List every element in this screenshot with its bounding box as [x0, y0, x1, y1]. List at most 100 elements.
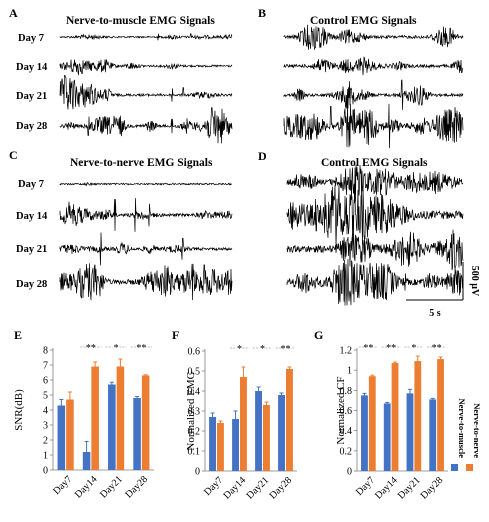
chart-g-significance-marker: **	[432, 343, 442, 354]
chart-f-y-tick-label: 0.3	[188, 407, 201, 418]
panel-a-title: Nerve-to-muscle EMG Signals	[66, 15, 215, 27]
chart-f-category-label: Day21	[245, 475, 272, 502]
chart-f-y-tick-label: 0.2	[188, 427, 201, 438]
chart-e-category-label: Day14	[73, 474, 100, 501]
chart-e-bar-nerve-to-nerve-day21	[116, 366, 125, 470]
chart-g-category-label: Day28	[419, 475, 446, 502]
panel-label-b: B	[258, 6, 266, 20]
panel-c-day-14: Day 14	[16, 211, 48, 222]
chart-e-y-tick-label: 8	[43, 346, 48, 357]
panel-d-title: Control EMG Signals	[321, 157, 428, 169]
chart-f-bar-nerve-to-muscle-day28	[278, 395, 285, 471]
chart-g-category-label: Day21	[396, 475, 423, 502]
chart-e-bar-nerve-to-nerve-day7	[66, 399, 74, 470]
chart-e-y-tick-label: 4	[43, 406, 48, 417]
chart-g-y-tick-label: 0.8	[340, 386, 353, 397]
chart-e-significance-marker: **	[136, 343, 146, 354]
chart-g-significance-marker: *	[411, 343, 416, 354]
panel-a-day-28: Day 28	[16, 121, 47, 132]
chart-g-y-tick-label: 0	[347, 467, 352, 478]
chart-g-bar-nerve-to-muscle-day14	[383, 403, 391, 471]
chart-e-y-tick-label: 3	[43, 421, 48, 432]
chart-f-bar-nerve-to-nerve-day7	[217, 423, 224, 471]
chart-e-significance-marker: **	[86, 343, 96, 354]
panel-a-trace-day-14	[59, 59, 233, 76]
chart-g-y-axis-label: Normalized CF	[335, 376, 347, 444]
panel-b-trace-day-21	[283, 79, 464, 110]
chart-e-category-label: Day28	[123, 474, 150, 501]
chart-e-bar-nerve-to-nerve-day28	[141, 375, 150, 470]
panel-a-day-14: Day 14	[16, 62, 48, 73]
chart-e-y-tick-label: 0	[43, 466, 48, 477]
panel-a-trace-day-28	[59, 107, 233, 144]
chart-f-y-tick-label: 0.5	[188, 367, 201, 378]
chart-g-y-tick-label: 1.2	[340, 346, 353, 357]
chart-f-y-tick-label: 0.1	[188, 447, 201, 458]
chart-g-significance-marker: **	[386, 343, 396, 354]
panel-c-day-21: Day 21	[16, 244, 47, 255]
chart-f-y-tick-label: 0.6	[188, 347, 201, 358]
chart-f-bar-nerve-to-nerve-day14	[240, 377, 247, 471]
panel-label-e: E	[14, 328, 22, 342]
chart-f-significance-marker: **	[281, 344, 291, 355]
emg-traces	[59, 24, 464, 306]
panel-d-trace-day-21	[286, 229, 464, 271]
panel-b-title: Control EMG Signals	[310, 15, 417, 27]
chart-g-y-tick-label: 0.6	[340, 406, 353, 417]
chart-f-y-tick-label: 0	[195, 467, 200, 478]
chart-e-y-tick-label: 1	[43, 451, 48, 462]
chart-f-category-label: Day28	[268, 475, 295, 502]
chart-e-y-tick-label: 6	[43, 376, 48, 387]
chart-e-significance-marker: *	[114, 343, 119, 354]
legend-label-nerve-to-nerve: Nerve-to-nerve	[472, 403, 482, 458]
chart-e-y-axis-label: SNR(dB)	[13, 389, 25, 431]
legend: Nerve-to-muscle Nerve-to-nerve	[451, 399, 482, 471]
scale-bar: 500 μV 5 s	[406, 262, 480, 319]
panel-label-f: F	[172, 328, 179, 342]
chart-g-bar-nerve-to-muscle-day21	[406, 393, 414, 471]
panel-a-trace-day-7	[59, 33, 233, 41]
chart-e-y-tick-label: 2	[43, 436, 48, 447]
panel-c-trace-day-28	[59, 263, 233, 301]
chart-e-category-label: Day21	[98, 474, 125, 501]
chart-g-bar-nerve-to-nerve-day21	[414, 361, 422, 471]
chart-g-bar-nerve-to-nerve-day14	[391, 363, 399, 471]
chart-e-bar-nerve-to-muscle-day28	[133, 398, 141, 470]
chart-e-bar-nerve-to-muscle-day21	[108, 384, 116, 470]
panel-label-a: A	[9, 6, 18, 20]
panel-c-day-7: Day 7	[18, 179, 44, 190]
chart-e-bar-nerve-to-nerve-day14	[91, 366, 99, 470]
panel-b-trace-day-7	[283, 24, 464, 50]
panel-a-trace-day-21	[59, 74, 233, 110]
chart-g-y-tick-label: 1	[347, 366, 352, 377]
chart-g-y-tick-label: 0.2	[340, 446, 353, 457]
chart-f-bar-nerve-to-nerve-day21	[263, 405, 270, 471]
chart-f-y-axis-label: Normalized EMG	[185, 371, 197, 450]
panel-c-trace-day-21	[59, 232, 233, 266]
panel-c-trace-day-7	[59, 182, 233, 187]
chart-e-bar-nerve-to-muscle-day7	[57, 405, 66, 470]
scale-bar-amplitude-label: 500 μV	[469, 266, 480, 297]
chart-g-significance-marker: **	[363, 343, 373, 354]
chart-g-bar-nerve-to-muscle-day7	[361, 395, 368, 471]
chart-g-y-tick-label: 0.4	[340, 426, 353, 437]
chart-e-y-tick-label: 5	[43, 391, 48, 402]
panel-a-day-7: Day 7	[18, 33, 44, 44]
chart-e-y-tick-label: 7	[43, 361, 48, 372]
chart-g-bar-nerve-to-nerve-day7	[368, 376, 376, 471]
panel-a-day-21: Day 21	[16, 91, 47, 102]
chart-f-significance-marker: *	[237, 344, 242, 355]
panel-c-trace-day-14	[59, 198, 233, 232]
chart-f-y-tick-label: 0.4	[188, 387, 201, 398]
chart-g-bar-nerve-to-nerve-day28	[437, 359, 444, 471]
chart-f-bar-nerve-to-muscle-day21	[255, 391, 262, 471]
panel-d-trace-day-28	[286, 258, 464, 306]
legend-label-nerve-to-muscle: Nerve-to-muscle	[457, 399, 467, 459]
chart-g-category-label: Day14	[373, 475, 400, 502]
panel-c-title: Nerve-to-nerve EMG Signals	[70, 157, 213, 169]
panel-b-trace-day-14	[283, 56, 464, 76]
